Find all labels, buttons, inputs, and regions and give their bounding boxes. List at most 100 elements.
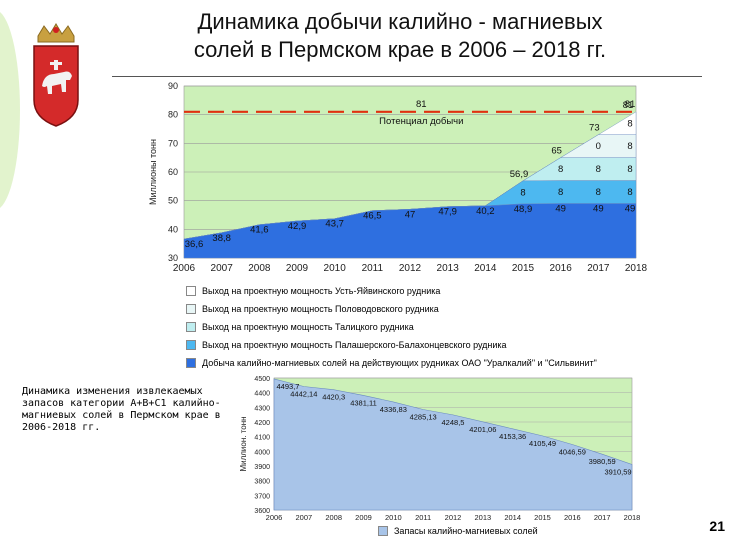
x-tick-label: 2018	[624, 513, 641, 522]
x-tick-label: 2015	[512, 263, 535, 274]
x-tick-label: 2012	[445, 513, 462, 522]
data-label: 3910,59	[604, 467, 631, 476]
decorative-leaf	[0, 10, 20, 210]
y-tick-label: 3800	[254, 479, 270, 486]
x-tick-label: 2008	[325, 513, 342, 522]
x-tick-label: 2008	[248, 263, 271, 274]
area-base-production	[183, 203, 637, 259]
data-label: 4201,06	[469, 425, 496, 434]
data-label: 4285,13	[410, 413, 437, 422]
potential-label: Потенциал добычи	[379, 116, 463, 127]
legend-label: Выход на проектную мощность Усть-Яйвинск…	[202, 286, 441, 296]
x-tick-label: 2013	[437, 263, 460, 274]
y-tick-label: 90	[168, 81, 178, 91]
data-label: 4336,83	[380, 405, 407, 414]
y-tick-label: 70	[168, 138, 178, 148]
x-tick-label: 2006	[266, 513, 283, 522]
data-label: 4493,7	[277, 382, 300, 391]
data-label: 49	[625, 204, 636, 215]
x-tick-label: 2007	[295, 513, 312, 522]
data-label: 3980,59	[589, 457, 616, 466]
perm-coat-of-arms	[33, 23, 79, 127]
legend-item-ust-yaivinsky: Выход на проектную мощность Усть-Яйвинск…	[186, 282, 646, 300]
legend-item-base-production: Добыча калийно-магниевых солей на действ…	[186, 354, 646, 372]
data-label: 8	[627, 118, 632, 129]
data-label: 49	[555, 204, 566, 215]
y-tick-label: 3600	[254, 508, 270, 515]
x-tick-label: 2009	[286, 263, 309, 274]
total-label: 73	[589, 123, 600, 134]
legend-label: Выход на проектную мощность Талицкого ру…	[202, 322, 414, 332]
data-label: 8	[627, 141, 632, 152]
legend-label: Добыча калийно-магниевых солей на действ…	[202, 358, 597, 368]
total-label: 65	[551, 146, 562, 157]
reserve-chart-caption: Динамика изменения извлекаемых запасов к…	[22, 386, 221, 433]
data-label: 0	[596, 141, 601, 152]
data-label: 8	[520, 187, 525, 198]
data-label: 38,8	[212, 233, 231, 244]
legend-swatch	[378, 526, 388, 536]
data-label: 43,7	[325, 219, 344, 230]
legend-label: Запасы калийно-магниевых солей	[394, 526, 538, 536]
y-tick-label: 4100	[254, 435, 270, 442]
data-label: 46,5	[363, 211, 382, 222]
legend-item-talitsky: Выход на проектную мощность Талицкого ру…	[186, 318, 646, 336]
data-label: 4442,14	[290, 389, 317, 398]
y-tick-label: 3900	[254, 464, 270, 471]
y-tick-label: 60	[168, 167, 178, 177]
x-tick-label: 2010	[324, 263, 347, 274]
page-title: Динамика добычи калийно - магниевых соле…	[120, 8, 680, 64]
y-axis-label: Миллион. тонн	[239, 416, 248, 471]
data-label: 41,6	[250, 225, 268, 236]
x-tick-label: 2006	[173, 263, 196, 274]
data-label: 42,9	[288, 221, 307, 232]
x-tick-label: 2010	[385, 513, 402, 522]
data-label: 48,9	[514, 204, 533, 215]
data-label: 8	[558, 187, 563, 198]
x-tick-label: 2015	[534, 513, 551, 522]
x-tick-label: 2017	[587, 263, 610, 274]
potential-value-label: 81	[625, 99, 636, 110]
data-label: 4420,3	[322, 393, 345, 402]
x-tick-label: 2009	[355, 513, 372, 522]
reserve-legend: Запасы калийно-магниевых солей	[378, 526, 538, 536]
x-tick-label: 2011	[362, 263, 384, 274]
x-tick-label: 2007	[211, 263, 234, 274]
data-label: 47,9	[438, 207, 457, 218]
x-tick-label: 2013	[474, 513, 491, 522]
legend-swatch	[186, 340, 196, 350]
legend-item-polovodovsky: Выход на проектную мощность Половодовско…	[186, 300, 646, 318]
y-tick-label: 50	[168, 196, 178, 206]
x-tick-label: 2011	[415, 513, 431, 522]
title-divider	[112, 76, 702, 77]
data-label: 4153,36	[499, 432, 526, 441]
y-tick-label: 4400	[254, 391, 270, 398]
production-legend: Выход на проектную мощность Усть-Яйвинск…	[186, 282, 646, 372]
x-tick-label: 2014	[504, 513, 521, 522]
data-label: 36,6	[185, 239, 204, 250]
data-label: 4105,49	[529, 439, 556, 448]
page-number: 21	[709, 518, 725, 534]
data-label: 47	[405, 209, 416, 220]
y-tick-label: 4300	[254, 405, 270, 412]
data-label: 8	[558, 164, 563, 175]
y-tick-label: 3700	[254, 493, 270, 500]
legend-swatch	[186, 304, 196, 314]
area-reserves	[273, 378, 633, 511]
x-tick-label: 2014	[474, 263, 497, 274]
potential-value-label: 81	[416, 99, 427, 110]
data-label: 8	[596, 187, 601, 198]
y-axis-label: Миллионы тонн	[148, 139, 158, 205]
x-tick-label: 2017	[594, 513, 611, 522]
y-tick-label: 4000	[254, 449, 270, 456]
x-tick-label: 2012	[399, 263, 422, 274]
legend-label: Выход на проектную мощность Палашерского…	[202, 340, 507, 350]
x-tick-label: 2016	[564, 513, 581, 522]
title-line-1: Динамика добычи калийно - магниевых	[197, 9, 603, 34]
x-tick-label: 2018	[625, 263, 648, 274]
data-label: 4381,11	[350, 398, 377, 407]
legend-swatch	[186, 286, 196, 296]
y-tick-label: 4200	[254, 420, 270, 427]
total-label: 56,9	[510, 169, 529, 180]
